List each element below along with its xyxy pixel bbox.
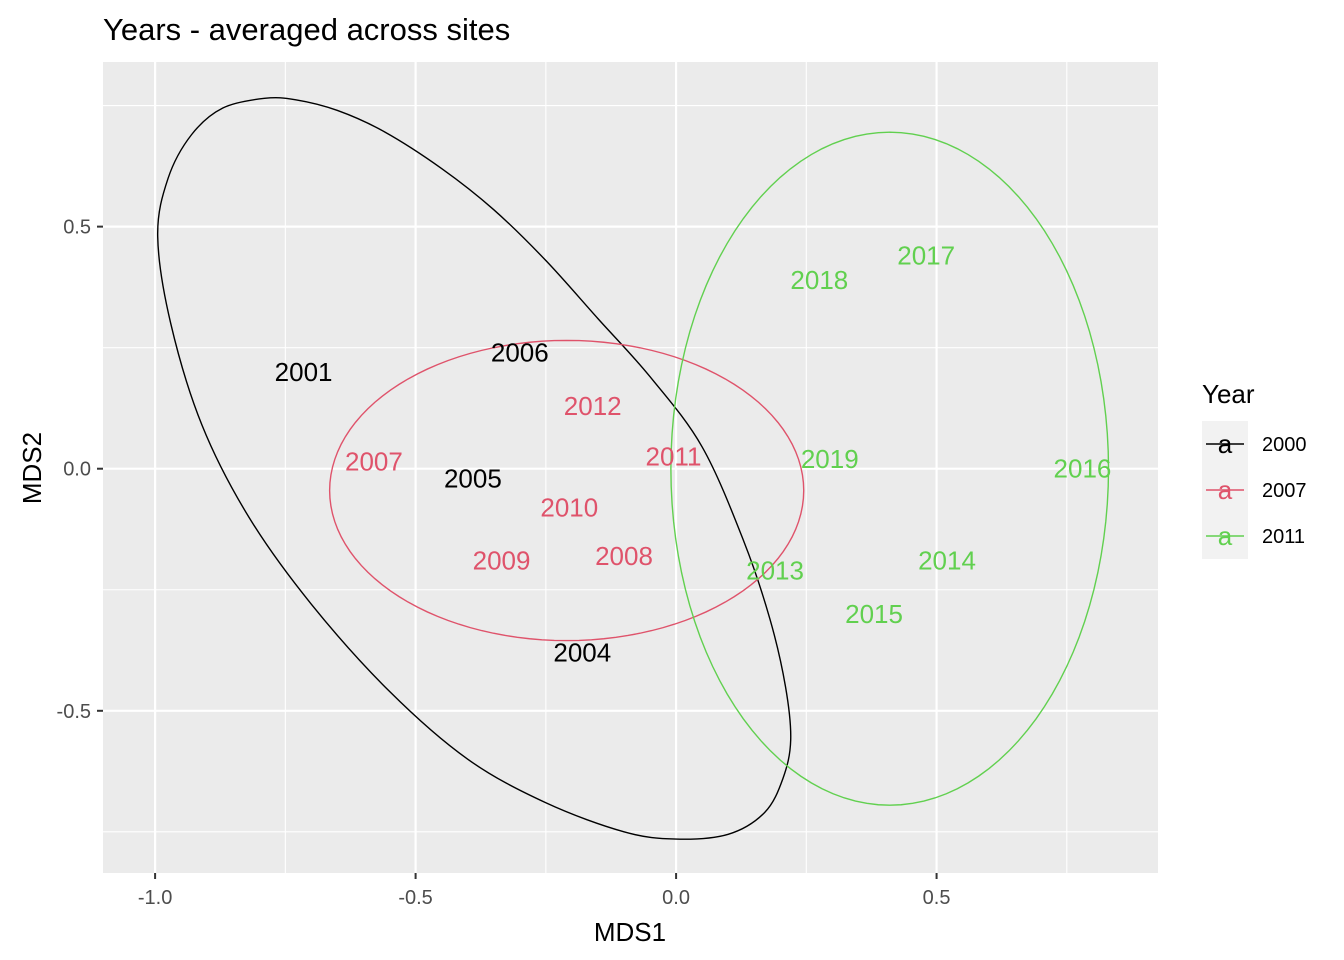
plot-panel [103,62,1158,873]
point-label-2014: 2014 [918,546,976,576]
legend-label: 2011 [1262,526,1305,548]
x-tick-label: -0.5 [398,887,432,909]
ellipse-2000 [156,96,792,840]
legend-label: 2000 [1262,434,1307,456]
point-label-2005: 2005 [444,463,502,493]
grid-major [103,62,1158,873]
point-label-2018: 2018 [790,265,848,295]
y-axis-ticks: -0.5 0.0 0.5 [57,217,103,723]
legend-entry-2007: a 2007 [1202,467,1307,513]
point-label-2015: 2015 [845,599,903,629]
legend-entries: a 2000 a 2007 a 2011 [1202,421,1307,559]
point-labels: 2001 2006 2005 2004 2012 2011 2007 2010 2009 2008… [275,241,1112,668]
point-label-2013: 2013 [746,555,804,585]
point-label-2011: 2011 [646,442,702,472]
ellipses [156,96,1110,840]
point-label-2006: 2006 [491,338,549,368]
point-label-2001: 2001 [275,357,333,387]
x-tick-label: 0.5 [923,887,951,909]
legend-key-glyph: a [1218,521,1233,551]
point-label-2017: 2017 [897,241,955,271]
point-label-2009: 2009 [473,546,531,576]
legend-entry-2011: a 2011 [1202,513,1305,559]
ellipse-2011 [670,131,1110,806]
y-tick-label: -0.5 [57,701,91,723]
x-axis-ticks: -1.0 -0.5 0.0 0.5 [138,873,951,909]
point-label-2004: 2004 [553,638,611,668]
legend-entry-2000: a 2000 [1202,421,1307,467]
x-axis-title: MDS1 [594,917,666,947]
point-label-2008: 2008 [595,541,653,571]
x-tick-label: -1.0 [138,887,172,909]
y-tick-label: 0.5 [63,217,91,239]
point-label-2007: 2007 [345,446,403,476]
legend-key-glyph: a [1218,475,1233,505]
legend: Year a 2000 a 2007 a 2011 [1202,379,1307,559]
ellipse-2007 [328,339,805,642]
x-tick-label: 0.0 [662,887,690,909]
point-label-2010: 2010 [540,492,598,522]
point-label-2019: 2019 [801,444,859,474]
point-label-2012: 2012 [564,391,622,421]
point-label-2016: 2016 [1054,454,1112,484]
legend-label: 2007 [1262,480,1307,502]
legend-key-glyph: a [1218,429,1233,459]
grid-minor [103,62,1158,873]
y-axis-title: MDS2 [17,432,47,504]
chart-title: Years - averaged across sites [103,12,510,47]
legend-title: Year [1202,379,1255,409]
y-tick-label: 0.0 [63,459,91,481]
